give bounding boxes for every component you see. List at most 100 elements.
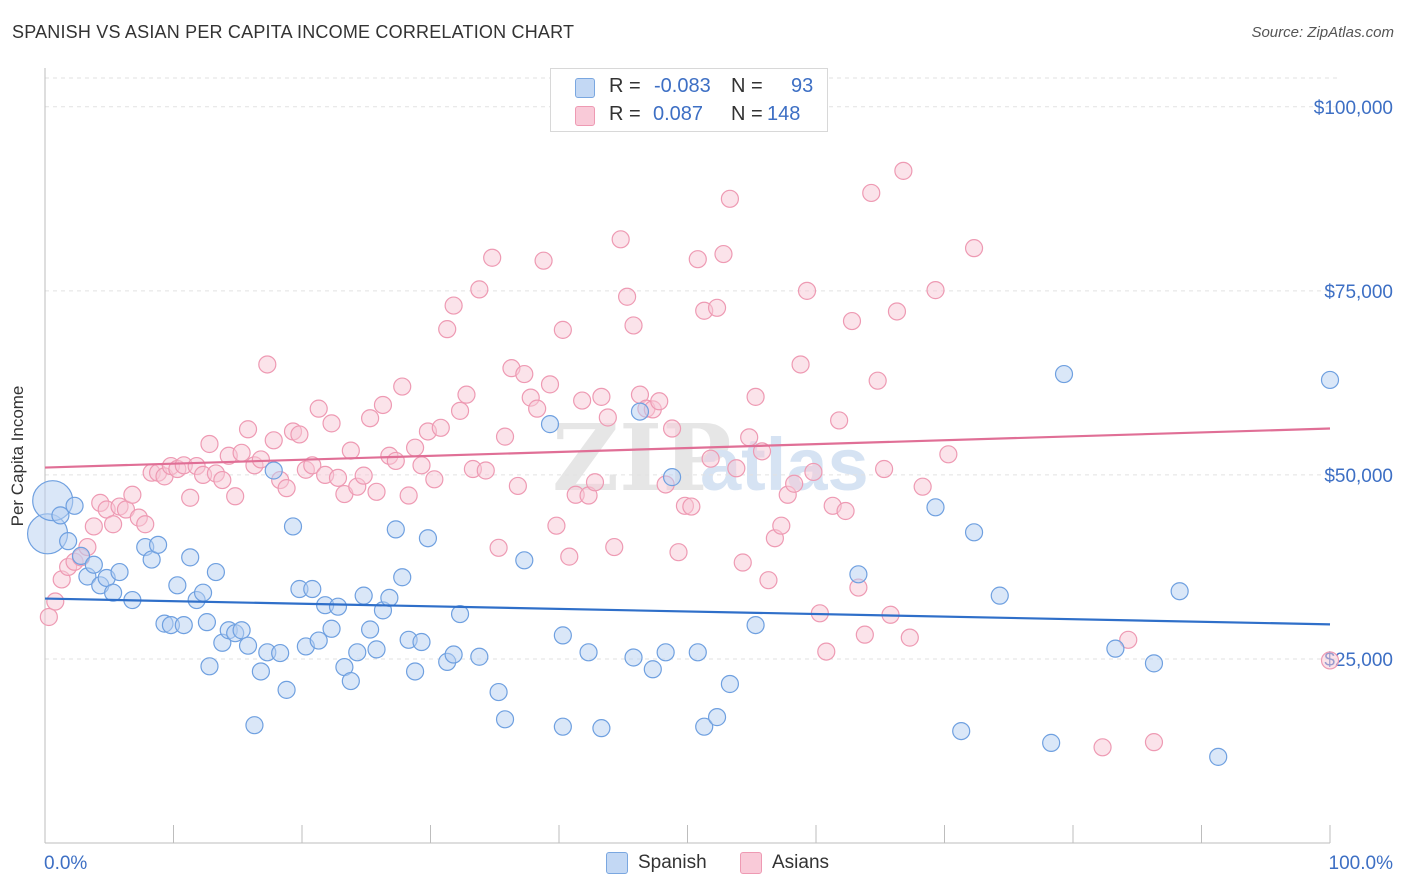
point-asians: [817, 642, 836, 661]
point-asians: [1320, 651, 1340, 670]
point-asians: [251, 450, 270, 469]
point-spanish: [348, 643, 367, 662]
y-tick-label: $100,000: [1314, 98, 1393, 119]
point-asians: [450, 401, 470, 420]
point-spanish: [553, 626, 572, 645]
stats-swatch-spanish: [575, 78, 595, 98]
point-spanish: [283, 517, 303, 536]
point-asians: [714, 244, 733, 264]
point-asians: [84, 517, 103, 536]
stats-n-value: 93: [791, 75, 814, 97]
point-asians: [238, 420, 258, 439]
point-asians: [662, 419, 682, 438]
point-spanish: [328, 597, 348, 616]
point-asians: [1144, 733, 1164, 752]
stats-r-value: 0.087: [653, 103, 704, 125]
point-asians: [438, 320, 457, 339]
point-spanish: [59, 532, 78, 551]
point-asians: [322, 414, 341, 433]
point-spanish: [643, 660, 662, 679]
point-asians: [104, 515, 123, 534]
point-asians: [720, 189, 740, 208]
point-asians: [444, 296, 463, 315]
point-spanish: [418, 529, 438, 548]
point-asians: [733, 553, 752, 572]
legend-item-spanish[interactable]: Spanish: [606, 852, 707, 874]
point-asians: [926, 281, 945, 300]
point-asians: [483, 248, 502, 267]
point-spanish: [720, 674, 740, 694]
point-spanish: [746, 615, 765, 635]
point-spanish: [232, 621, 251, 640]
y-tick-label: $75,000: [1324, 282, 1393, 303]
point-asians: [264, 431, 283, 450]
y-tick-label: $25,000: [1324, 650, 1393, 671]
point-asians: [573, 391, 592, 410]
point-asians: [624, 316, 643, 335]
point-asians: [1119, 630, 1138, 649]
source-credit: Source: ZipAtlas.com: [1251, 24, 1394, 41]
point-spanish: [168, 576, 187, 595]
point-asians: [592, 387, 611, 406]
point-asians: [585, 473, 605, 492]
point-asians: [303, 456, 322, 475]
point-spanish: [444, 645, 463, 664]
point-asians: [258, 355, 277, 374]
point-asians: [669, 543, 688, 562]
point-asians: [746, 387, 765, 406]
point-asians: [341, 441, 360, 460]
point-spanish: [354, 586, 373, 605]
point-spanish: [495, 710, 515, 729]
point-spanish: [181, 548, 200, 567]
point-spanish: [579, 643, 598, 662]
point-asians: [123, 485, 142, 504]
stats-r-label: R =: [609, 103, 641, 125]
stats-row-spanish: R = -0.083 N = 93: [551, 73, 827, 101]
point-spanish: [51, 506, 70, 525]
point-asians: [772, 516, 791, 535]
point-spanish: [405, 662, 425, 681]
point-asians: [752, 442, 772, 461]
stats-swatch-asians: [575, 106, 595, 126]
point-spanish: [964, 523, 984, 542]
point-asians: [836, 501, 855, 521]
point-spanish: [1144, 654, 1164, 673]
trendline-spanish: [44, 597, 1331, 626]
point-asians: [862, 183, 881, 203]
point-asians: [598, 408, 617, 427]
point-asians: [528, 399, 547, 418]
point-spanish: [238, 636, 258, 655]
point-spanish: [1209, 747, 1228, 766]
point-asians: [682, 497, 701, 516]
point-asians: [373, 395, 393, 415]
point-asians: [136, 515, 155, 534]
point-spanish: [926, 498, 945, 517]
point-spanish: [367, 640, 386, 659]
point-asians: [560, 547, 579, 566]
point-asians: [540, 375, 560, 394]
point-asians: [386, 451, 405, 471]
point-asians: [534, 251, 553, 270]
point-asians: [361, 409, 380, 428]
point-spanish: [1320, 370, 1340, 390]
legend-label-asians: Asians: [772, 852, 830, 873]
point-asians: [425, 470, 444, 489]
x-tick-label: 100.0%: [1329, 853, 1394, 874]
point-spanish: [1054, 364, 1074, 384]
point-spanish: [277, 680, 296, 699]
point-asians: [277, 479, 296, 498]
point-spanish: [630, 402, 650, 421]
point-asians: [900, 628, 919, 647]
point-spanish: [361, 620, 380, 639]
point-spanish: [84, 555, 103, 574]
point-spanish: [1106, 639, 1125, 658]
point-asians: [232, 443, 251, 462]
point-spanish: [197, 613, 217, 632]
point-spanish: [450, 604, 470, 624]
legend-item-asians[interactable]: Asians: [740, 852, 829, 874]
point-asians: [508, 476, 527, 496]
point-spanish: [65, 496, 84, 515]
point-spanish: [470, 647, 489, 666]
point-asians: [476, 461, 495, 480]
